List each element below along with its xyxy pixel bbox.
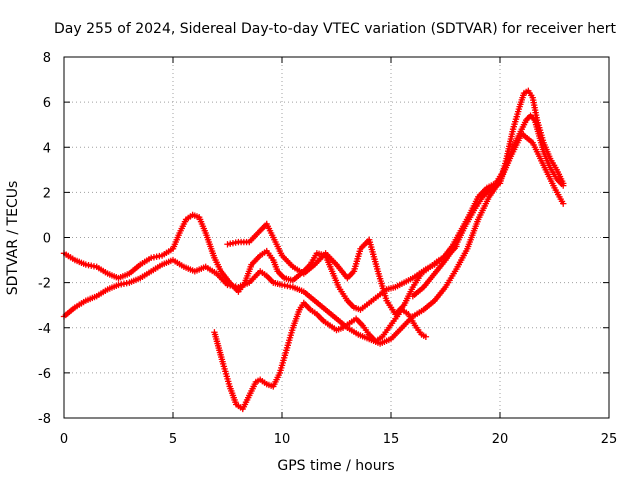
series-track-lower	[60, 130, 567, 347]
x-axis-label: GPS time / hours	[277, 458, 394, 474]
y-tick-label: -2	[38, 277, 51, 292]
y-tick-label: 0	[43, 232, 51, 247]
x-tick-label: 25	[601, 432, 618, 447]
y-tick-label: 6	[43, 96, 51, 111]
x-tick-label: 15	[383, 432, 400, 447]
data-point	[560, 200, 567, 207]
series-line	[63, 114, 565, 312]
y-tick-label: -6	[38, 367, 51, 382]
y-tick-label: -4	[38, 322, 51, 337]
grid-lines	[64, 57, 609, 418]
axis-ticks: 0 5 10 15 20 25 -8 -6 -4 -2 0 2 4 6 8	[38, 51, 617, 447]
series-track-upper	[409, 87, 567, 300]
x-tick-label: 5	[169, 432, 177, 447]
y-tick-label: 4	[43, 141, 51, 156]
series-track-dip	[211, 299, 430, 413]
series-track-main	[60, 112, 567, 313]
chart-title: Day 255 of 2024, Sidereal Day-to-day VTE…	[54, 21, 616, 37]
y-tick-label: 2	[43, 186, 51, 201]
y-axis-label: SDTVAR / TECUs	[5, 181, 21, 296]
data-point	[560, 180, 567, 187]
x-tick-label: 0	[60, 432, 68, 447]
y-tick-label: -8	[38, 412, 51, 427]
x-tick-label: 20	[492, 432, 509, 447]
y-tick-label: 8	[43, 51, 51, 66]
data-point	[422, 333, 430, 340]
series-track-mid	[224, 220, 460, 318]
data-points	[60, 87, 567, 413]
x-tick-label: 10	[274, 432, 291, 447]
data-point	[453, 243, 460, 250]
